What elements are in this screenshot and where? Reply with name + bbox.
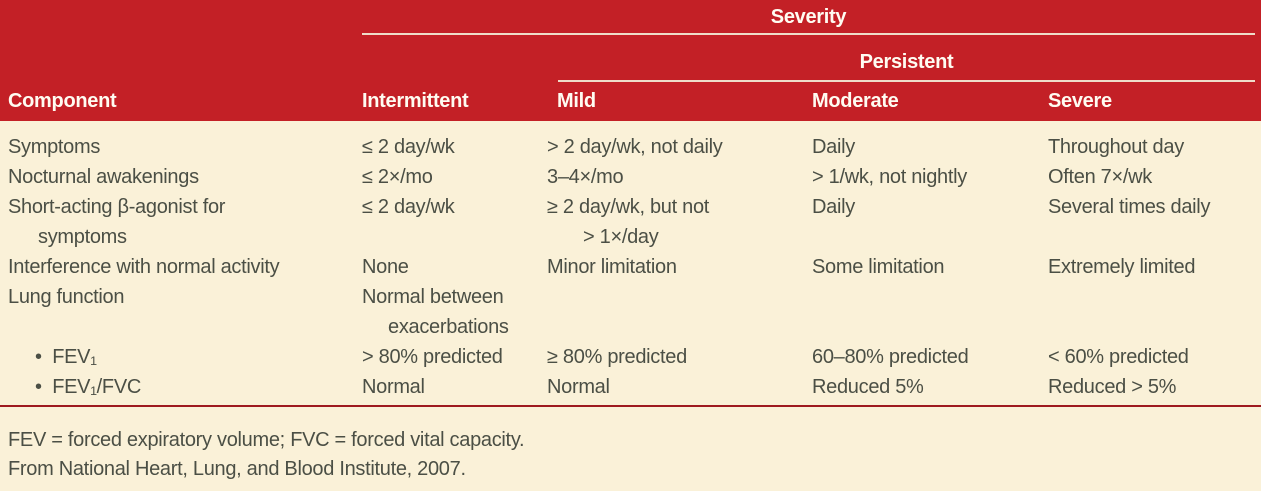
table-cell: ≤ 2 day/wk <box>362 196 455 218</box>
table-cell: ≥ 80% predicted <box>547 346 687 368</box>
table-cell: Reduced 5% <box>812 376 924 398</box>
row-label-fev1: • FEV₁ <box>35 346 97 368</box>
row-label: Nocturnal awakenings <box>8 166 199 188</box>
table-cell: 3–4×/mo <box>547 166 624 188</box>
row-label: Short-acting β-agonist for symptoms <box>8 196 226 248</box>
column-header-severe: Severe <box>1048 90 1112 112</box>
table-cell: 60–80% predicted <box>812 346 969 368</box>
table-cell: Throughout day <box>1048 136 1184 158</box>
table-cell: Normal between exacerbations <box>362 286 509 338</box>
row-label-fev1-fvc: • FEV₁/FVC <box>35 376 142 398</box>
table-cell <box>547 282 812 342</box>
persistent-group-header: Persistent <box>859 51 954 73</box>
table-cell: < 60% predicted <box>1048 346 1189 368</box>
severity-group-header: Severity <box>770 6 847 28</box>
table-header-band: Severity Persistent Component Intermitte… <box>0 0 1261 121</box>
table-cell: ≤ 2 day/wk <box>362 136 455 158</box>
table-cell: Several times daily <box>1048 196 1211 218</box>
table-cell <box>1048 282 1261 342</box>
table-cell: > 1/wk, not nightly <box>812 166 967 188</box>
column-header-moderate: Moderate <box>812 90 899 112</box>
row-label: Interference with normal activity <box>8 256 280 278</box>
column-header-component: Component <box>8 90 117 112</box>
severity-underline <box>362 33 1255 35</box>
column-header-intermittent: Intermittent <box>362 90 469 112</box>
persistent-underline <box>558 80 1255 82</box>
table-cell: ≥ 2 day/wk, but not > 1×/day <box>547 196 710 248</box>
footnote-source: From National Heart, Lung, and Blood Ins… <box>8 458 466 480</box>
table-cell: Often 7×/wk <box>1048 166 1152 188</box>
table-cell: Some limitation <box>812 256 945 278</box>
table-cell: None <box>362 256 409 278</box>
footnotes: FEV = forced expiratory volume; FVC = fo… <box>8 426 1253 484</box>
table-cell: Daily <box>812 136 855 158</box>
row-label: Lung function <box>8 286 125 308</box>
table-cell: > 2 day/wk, not daily <box>547 136 723 158</box>
footnote-divider-rule <box>0 405 1261 407</box>
table-cell: ≤ 2×/mo <box>362 166 433 188</box>
table-cell: Normal <box>547 376 610 398</box>
table-cell: > 80% predicted <box>362 346 503 368</box>
table-cell <box>812 282 1048 342</box>
footnote-abbreviations: FEV = forced expiratory volume; FVC = fo… <box>8 429 525 451</box>
row-label: Symptoms <box>8 136 101 158</box>
table-cell: Extremely limited <box>1048 256 1196 278</box>
table-body: Symptoms ≤ 2 day/wk > 2 day/wk, not dail… <box>0 121 1261 402</box>
column-header-mild: Mild <box>557 90 596 112</box>
table-cell: Reduced > 5% <box>1048 376 1177 398</box>
table-cell: Minor limitation <box>547 256 677 278</box>
table-cell: Normal <box>362 376 425 398</box>
table-cell: Daily <box>812 196 855 218</box>
